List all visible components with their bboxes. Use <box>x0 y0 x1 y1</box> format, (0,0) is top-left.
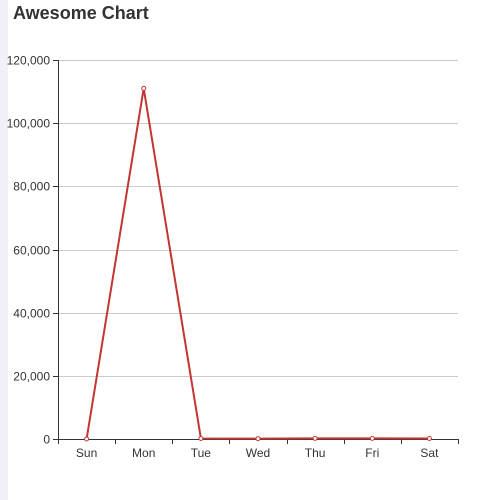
y-tick-label: 20,000 <box>13 370 50 384</box>
data-point-wed[interactable] <box>255 436 261 442</box>
y-tick-label: 40,000 <box>13 307 50 321</box>
x-tick-label-sun: Sun <box>76 446 97 460</box>
data-point-mon[interactable] <box>141 85 147 91</box>
data-point-sun[interactable] <box>84 436 90 442</box>
data-point-tue[interactable] <box>198 436 204 441</box>
x-tick-label-wed: Wed <box>246 446 270 460</box>
x-tick-label-thu: Thu <box>305 446 326 460</box>
y-tick-label: 120,000 <box>7 54 51 68</box>
grid-lines <box>58 60 458 377</box>
left-edge-strip <box>0 0 8 500</box>
data-point-sat[interactable] <box>426 436 432 441</box>
y-tick-label: 0 <box>43 433 50 447</box>
y-tick-label: 100,000 <box>7 117 51 131</box>
x-tick-label-mon: Mon <box>132 446 155 460</box>
y-tick-label: 60,000 <box>13 244 50 258</box>
series-line <box>85 87 430 440</box>
chart-title: Awesome Chart <box>13 3 149 23</box>
x-tick-label-tue: Tue <box>191 446 212 460</box>
axes: 0 20,000 40,000 60,000 80,000 100,000 120,000 S… <box>7 54 459 460</box>
y-tick-label: 80,000 <box>13 180 50 194</box>
data-points <box>84 85 432 442</box>
data-point-fri[interactable] <box>369 435 375 441</box>
x-tick-label-sat: Sat <box>420 446 439 460</box>
data-point-thu[interactable] <box>312 435 318 441</box>
x-tick-label-fri: Fri <box>365 446 379 460</box>
series-line-path <box>85 87 430 440</box>
